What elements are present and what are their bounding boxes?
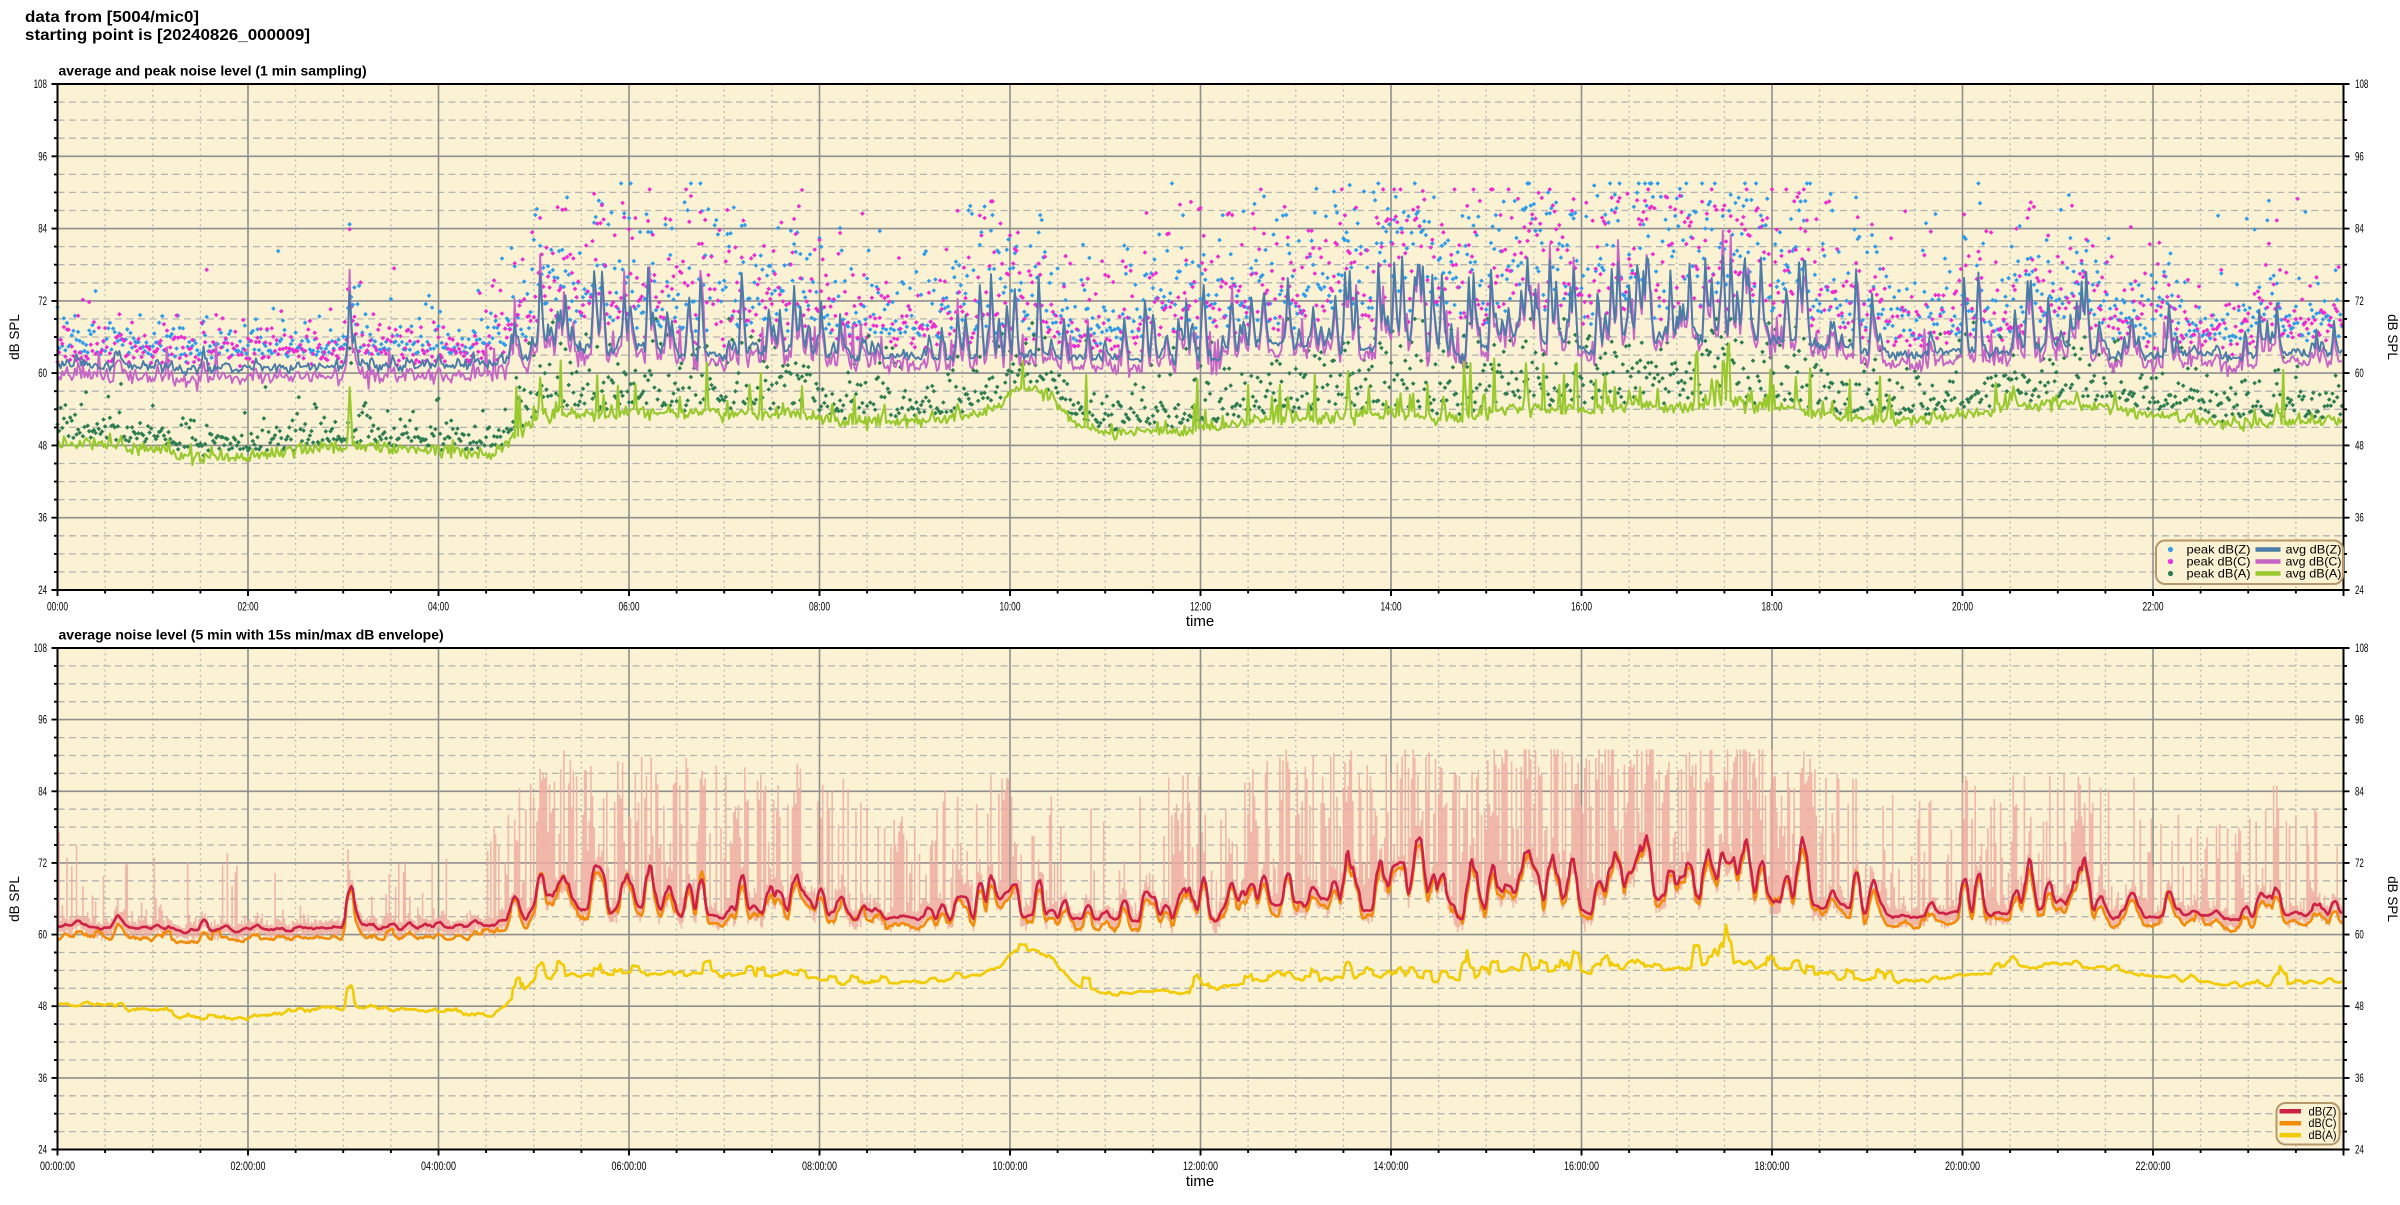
svg-text:04:00:00: 04:00:00 [421, 1159, 456, 1173]
svg-text:dB SPL: dB SPL [7, 314, 22, 360]
svg-text:data from [5004/mic0]: data from [5004/mic0] [25, 9, 199, 26]
svg-text:22:00:00: 22:00:00 [2136, 1159, 2171, 1173]
svg-text:02:00: 02:00 [238, 600, 259, 614]
svg-text:84: 84 [2355, 222, 2364, 236]
svg-text:16:00: 16:00 [1571, 600, 1592, 614]
svg-text:18:00: 18:00 [1762, 600, 1783, 614]
svg-text:avg dB(Z): avg dB(Z) [2286, 543, 2342, 557]
svg-text:84: 84 [38, 222, 47, 236]
svg-text:48: 48 [38, 438, 47, 452]
svg-text:dB SPL: dB SPL [2385, 876, 2400, 922]
svg-text:avg dB(C): avg dB(C) [2286, 555, 2342, 569]
svg-text:96: 96 [38, 149, 47, 163]
svg-text:12:00: 12:00 [1190, 600, 1211, 614]
svg-text:dB(C): dB(C) [2309, 1116, 2337, 1130]
svg-text:08:00:00: 08:00:00 [802, 1159, 837, 1173]
svg-text:dB(A): dB(A) [2309, 1128, 2337, 1142]
svg-text:72: 72 [2355, 294, 2364, 308]
svg-text:average noise level (5 min wit: average noise level (5 min with 15s min/… [59, 627, 444, 643]
svg-text:22:00: 22:00 [2143, 600, 2164, 614]
svg-text:60: 60 [2355, 366, 2364, 380]
svg-text:time: time [1186, 613, 1214, 630]
svg-text:10:00: 10:00 [1000, 600, 1021, 614]
svg-text:20:00:00: 20:00:00 [1945, 1159, 1980, 1173]
svg-text:84: 84 [2355, 784, 2364, 798]
svg-text:02:00:00: 02:00:00 [231, 1159, 266, 1173]
svg-text:dB SPL: dB SPL [7, 876, 22, 922]
svg-text:10:00:00: 10:00:00 [993, 1159, 1028, 1173]
svg-text:06:00: 06:00 [619, 600, 640, 614]
svg-text:24: 24 [2355, 1143, 2364, 1157]
svg-text:48: 48 [2355, 438, 2364, 452]
svg-text:36: 36 [2355, 511, 2364, 525]
svg-text:time: time [1186, 1173, 1214, 1190]
svg-text:96: 96 [2355, 713, 2364, 727]
svg-text:36: 36 [2355, 1071, 2364, 1085]
svg-text:08:00: 08:00 [809, 600, 830, 614]
svg-text:18:00:00: 18:00:00 [1755, 1159, 1790, 1173]
svg-text:14:00:00: 14:00:00 [1374, 1159, 1409, 1173]
svg-text:peak dB(A): peak dB(A) [2187, 567, 2251, 581]
svg-text:average and peak noise level (: average and peak noise level (1 min samp… [59, 63, 367, 79]
svg-text:108: 108 [2355, 641, 2369, 655]
svg-text:36: 36 [38, 1071, 47, 1085]
svg-text:dB(Z): dB(Z) [2309, 1104, 2337, 1118]
svg-text:avg dB(A): avg dB(A) [2286, 567, 2342, 581]
svg-text:20:00: 20:00 [1952, 600, 1973, 614]
svg-text:72: 72 [38, 856, 47, 870]
svg-text:72: 72 [2355, 856, 2364, 870]
svg-text:60: 60 [38, 366, 47, 380]
svg-text:48: 48 [2355, 999, 2364, 1013]
svg-text:04:00: 04:00 [428, 600, 449, 614]
svg-text:06:00:00: 06:00:00 [612, 1159, 647, 1173]
svg-text:peak dB(Z): peak dB(Z) [2187, 543, 2251, 557]
svg-text:108: 108 [34, 77, 48, 91]
svg-text:72: 72 [38, 294, 47, 308]
svg-text:48: 48 [38, 999, 47, 1013]
svg-text:108: 108 [2355, 77, 2369, 91]
svg-text:dB SPL: dB SPL [2385, 314, 2400, 360]
svg-text:00:00:00: 00:00:00 [40, 1159, 75, 1173]
svg-text:24: 24 [38, 1143, 47, 1157]
svg-text:108: 108 [34, 641, 48, 655]
svg-text:96: 96 [2355, 149, 2364, 163]
svg-text:14:00: 14:00 [1381, 600, 1402, 614]
svg-text:96: 96 [38, 713, 47, 727]
svg-text:24: 24 [2355, 583, 2364, 597]
svg-text:36: 36 [38, 511, 47, 525]
svg-text:peak dB(C): peak dB(C) [2187, 555, 2251, 569]
svg-text:16:00:00: 16:00:00 [1564, 1159, 1599, 1173]
svg-text:starting point is [20240826_00: starting point is [20240826_000009] [25, 27, 310, 44]
svg-text:24: 24 [38, 583, 47, 597]
svg-text:60: 60 [38, 928, 47, 942]
svg-text:12:00:00: 12:00:00 [1183, 1159, 1218, 1173]
svg-text:84: 84 [38, 784, 47, 798]
svg-text:60: 60 [2355, 928, 2364, 942]
svg-text:00:00: 00:00 [47, 600, 68, 614]
